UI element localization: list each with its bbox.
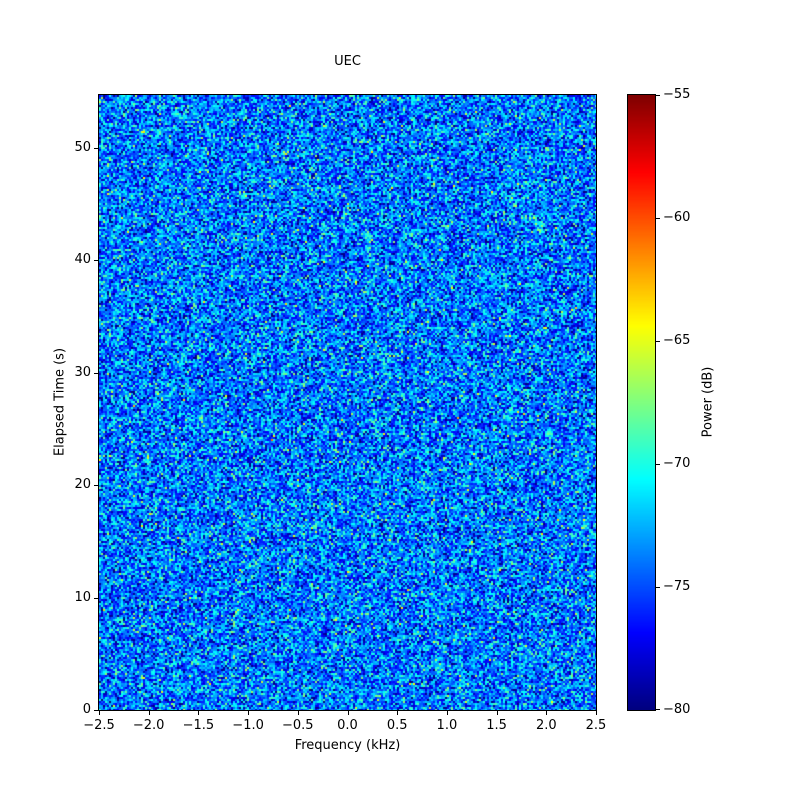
x-tick-label: 1.0 [436,718,458,733]
y-tick-label: 50 [74,139,91,155]
x-tick-mark [496,711,498,715]
colorbar-tick-label: −75 [663,579,691,594]
x-tick-label: −1.5 [182,718,215,733]
spectrogram-heatmap [98,94,597,711]
x-tick-mark [248,711,250,715]
x-tick-label: −2.0 [132,718,165,733]
x-tick-mark [148,711,150,715]
x-tick-mark [99,711,100,715]
colorbar-tick-label: −55 [663,87,691,102]
x-tick-mark [446,711,448,715]
colorbar-tick-mark [656,709,660,710]
figure-title: UEC [334,54,361,69]
x-tick-label: −1.0 [232,718,264,733]
x-tick-mark [297,711,299,715]
y-tick-mark [94,597,98,599]
x-tick-label: −2.5 [83,718,115,733]
x-tick-label: 2.0 [535,718,557,733]
x-tick-mark [397,711,399,715]
x-tick-mark [546,711,548,715]
colorbar-tick-label: −80 [663,702,691,717]
y-tick-mark [94,485,98,487]
x-axis-label: Frequency (kHz) [294,738,401,753]
x-tick-label: 1.5 [486,718,507,733]
y-tick-label: 40 [74,252,91,268]
y-tick-mark [94,260,98,262]
colorbar-tick-mark [656,218,660,219]
y-tick-mark [94,372,98,374]
colorbar-tick-mark [656,464,660,465]
y-tick-label: 0 [82,702,91,717]
colorbar-tick-mark [656,587,660,588]
colorbar-tick-mark [656,341,660,342]
colorbar-tick-label: −60 [663,210,691,225]
x-tick-label: 2.5 [585,718,607,733]
x-tick-mark [347,711,349,715]
x-tick-label: −0.5 [282,718,314,733]
y-tick-label: 20 [74,477,91,493]
colorbar-tick-mark [656,95,660,96]
x-tick-label: 0.0 [337,718,358,733]
colorbar-label: Power (dB) [700,366,716,438]
y-tick-label: 10 [74,589,91,605]
y-tick-mark [94,147,98,149]
x-tick-label: 0.5 [386,718,408,733]
colorbar-gradient [627,94,656,711]
colorbar-tick-label: −70 [663,456,691,471]
x-tick-mark [198,711,200,715]
y-tick-label: 30 [74,364,91,380]
y-tick-mark [94,710,98,711]
colorbar-tick-label: −65 [663,333,691,348]
x-tick-mark [596,711,597,715]
